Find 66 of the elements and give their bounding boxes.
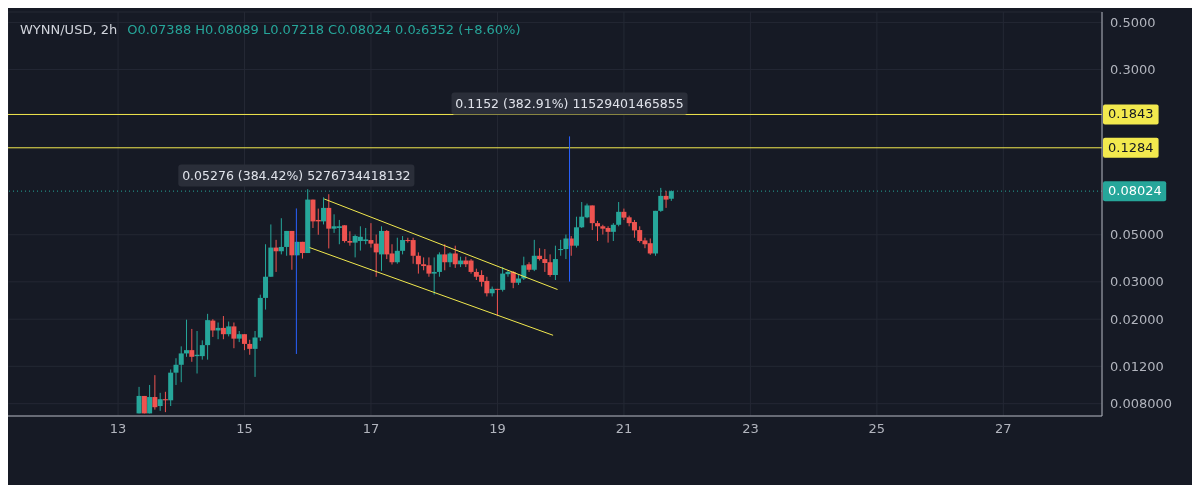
candlestick — [368, 222, 374, 249]
candlestick — [178, 345, 184, 383]
candlestick — [505, 269, 511, 278]
candlestick — [442, 243, 448, 271]
candlestick — [379, 225, 385, 272]
x-tick-label: 17 — [362, 421, 380, 437]
candlestick — [136, 386, 142, 414]
candlestick — [157, 392, 163, 412]
candlestick — [373, 234, 379, 278]
ref-line-label: 0.08024 — [1108, 183, 1162, 199]
candlestick — [220, 315, 226, 340]
x-tick-label: 27 — [995, 421, 1012, 437]
candlestick — [173, 357, 179, 386]
x-tick-label: 25 — [868, 421, 886, 437]
x-tick-label: 21 — [615, 421, 633, 437]
candlestick — [347, 230, 353, 247]
candlestick — [595, 220, 601, 242]
x-tick-label: 23 — [742, 421, 759, 437]
candlestick — [415, 251, 421, 275]
y-tick-label: 0.05000 — [1110, 227, 1164, 243]
candlestick — [616, 201, 622, 227]
y-tick-label: 0.3000 — [1110, 62, 1156, 78]
candlestick — [431, 256, 437, 296]
candlestick — [400, 235, 406, 255]
candlestick — [252, 330, 258, 378]
candlestick — [573, 216, 579, 249]
candlestick — [521, 256, 527, 281]
y-tick-label: 0.5000 — [1110, 15, 1156, 31]
annotation: 0.1152 (382.91%) 11529401465855 — [455, 96, 684, 112]
candlestick — [552, 245, 558, 281]
ref-line-label: 0.1843 — [1108, 106, 1154, 122]
y-tick-label: 0.02000 — [1110, 311, 1164, 327]
y-tick-label: 0.01200 — [1110, 358, 1164, 374]
candlestick — [199, 339, 205, 361]
candlestick — [152, 374, 158, 411]
candlestick — [284, 230, 290, 257]
candlestick — [436, 251, 442, 278]
candlestick — [663, 190, 669, 209]
candlestick — [231, 322, 237, 349]
candlestick — [579, 201, 585, 229]
candlestick — [500, 266, 506, 293]
y-tick-label: 0.008000 — [1110, 396, 1173, 412]
candlestick — [452, 245, 458, 269]
candlestick — [210, 318, 216, 338]
annotation: 0.05276 (384.42%) 5276734418132 — [182, 168, 411, 184]
text: WYNN/USD, 2h — [20, 22, 118, 37]
x-tick-label: 15 — [236, 421, 253, 437]
candlestick — [183, 319, 189, 358]
candlestick — [494, 288, 500, 317]
candlestick — [394, 237, 400, 265]
candlestick — [531, 239, 537, 272]
x-tick-label: 13 — [109, 421, 127, 437]
candlestick — [189, 328, 195, 363]
candlestick — [558, 239, 564, 257]
x-tick-label: 19 — [489, 421, 506, 437]
candlestick — [321, 196, 327, 225]
candlestick — [563, 234, 569, 260]
ref-line-label: 0.1284 — [1108, 139, 1154, 155]
text: O0.07388 H0.08089 L0.07218 C0.08024 0.0₂6352 (+8.60%) — [127, 22, 521, 37]
y-tick-label: 0.03000 — [1110, 274, 1164, 290]
candlestick — [147, 384, 153, 414]
candlestick — [263, 243, 269, 311]
candlestick — [278, 217, 284, 255]
candlestick — [336, 219, 342, 245]
candlestick — [326, 193, 332, 249]
candlestick — [589, 204, 595, 231]
